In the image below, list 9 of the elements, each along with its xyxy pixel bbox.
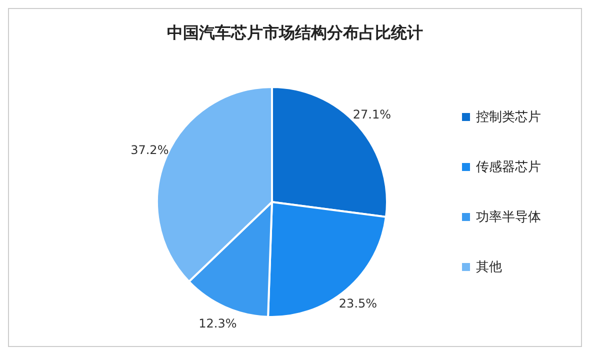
legend-label: 传感器芯片 xyxy=(475,159,541,176)
chart-title: 中国汽车芯片市场结构分布占比统计 xyxy=(166,22,424,44)
legend-label: 功率半导体 xyxy=(475,209,541,226)
data-label: 12.3% xyxy=(198,316,237,330)
data-label: 37.2% xyxy=(130,142,169,157)
data-label: 23.5% xyxy=(338,296,378,310)
legend-label: 其他 xyxy=(475,259,503,276)
data-label: 27.1% xyxy=(352,107,392,122)
legend-label: 控制类芯片 xyxy=(475,109,541,126)
